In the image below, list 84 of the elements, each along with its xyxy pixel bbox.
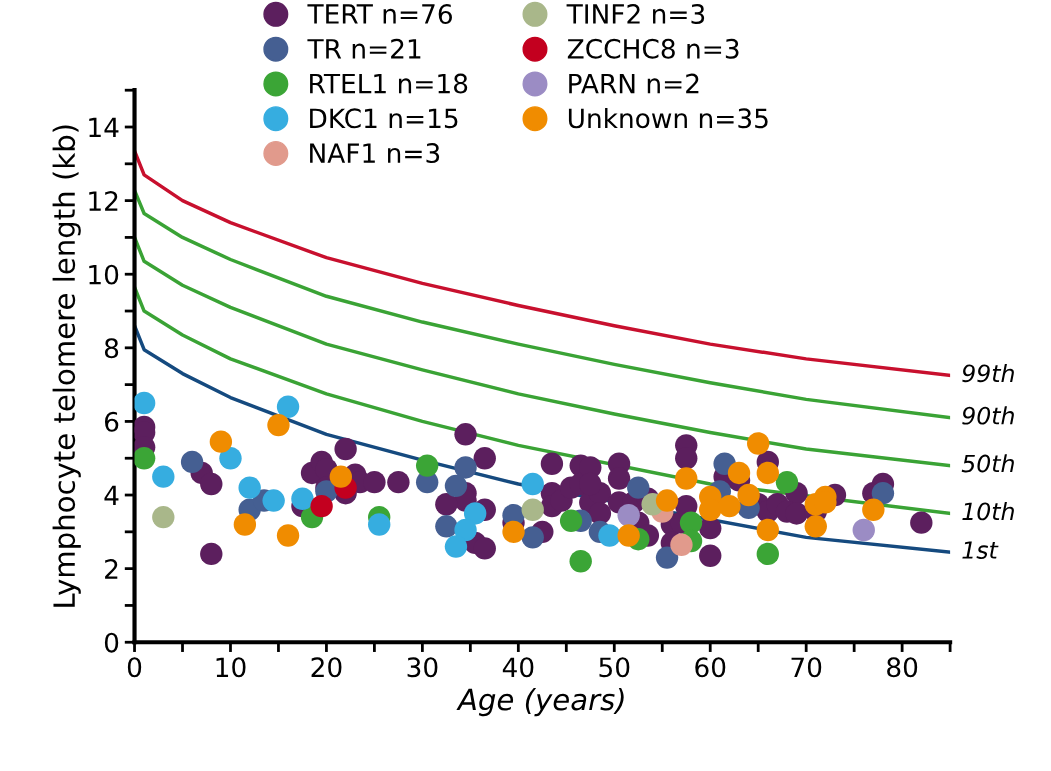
- y-tick-label: 12: [89, 191, 118, 211]
- x-axis-title: Age (years): [456, 687, 624, 717]
- point: [598, 524, 621, 547]
- x-tick-label: 40: [502, 657, 534, 678]
- point: [655, 546, 679, 569]
- legend-label: DKC1 n=15: [310, 108, 458, 129]
- y-tick-label: 14: [89, 117, 119, 138]
- point: [747, 432, 770, 455]
- point: [718, 494, 741, 518]
- legend-label: Unknown n=35: [568, 107, 768, 129]
- point: [454, 456, 477, 479]
- series-label: 90th: [962, 406, 1014, 425]
- y-tick-label: 10: [89, 264, 119, 285]
- point: [775, 470, 799, 494]
- series-label: 10th: [962, 502, 1014, 521]
- point: [804, 515, 827, 538]
- point: [209, 430, 233, 453]
- point: [737, 483, 760, 507]
- point: [521, 526, 544, 549]
- point: [679, 511, 703, 534]
- point: [329, 465, 353, 488]
- y-tick-label: 2: [105, 559, 118, 579]
- legend-label: RTEL1 n=18: [310, 73, 468, 94]
- y-axis-title: Lymphocyte telomere length (kb): [52, 125, 81, 607]
- point: [152, 505, 175, 529]
- x-tick-label: 60: [695, 657, 726, 678]
- point: [134, 447, 156, 470]
- y-tick-label: 6: [105, 411, 119, 432]
- point: [267, 413, 290, 437]
- point: [233, 513, 257, 536]
- point: [617, 524, 640, 547]
- point: [444, 474, 468, 498]
- x-tick-label: 20: [311, 657, 342, 678]
- point: [756, 461, 779, 485]
- point: [627, 476, 650, 499]
- point: [655, 489, 679, 512]
- point: [262, 489, 285, 512]
- point: [521, 472, 544, 496]
- point: [569, 550, 592, 573]
- point: [310, 494, 333, 518]
- point: [670, 533, 693, 556]
- point: [559, 509, 583, 532]
- x-tick-label: 80: [887, 657, 918, 678]
- point: [444, 535, 468, 558]
- point: [368, 513, 391, 536]
- legend-label: PARN n=2: [569, 73, 699, 94]
- x-tick-label: 30: [407, 657, 438, 678]
- point: [415, 454, 439, 477]
- series-label: 50th: [961, 454, 1014, 473]
- point: [871, 482, 895, 505]
- x-tick-label: 70: [791, 657, 822, 678]
- legend-label: TINF2 n=3: [566, 4, 705, 24]
- point: [852, 518, 875, 542]
- legend-label: ZCCHC8 n=3: [567, 38, 739, 59]
- legend-label: TR n=21: [307, 38, 421, 59]
- y-tick-label: 4: [104, 485, 119, 506]
- x-tick-label: 50: [599, 657, 630, 678]
- y-tick-label: 0: [104, 632, 119, 653]
- point: [675, 467, 698, 490]
- point: [134, 391, 156, 415]
- point: [435, 515, 458, 538]
- point: [756, 518, 779, 542]
- point: [291, 487, 314, 510]
- point: [454, 518, 477, 542]
- legend-label: NAF1 n=3: [310, 143, 440, 164]
- point: [180, 450, 204, 474]
- point: [152, 465, 175, 488]
- point: [521, 498, 544, 521]
- point: [862, 498, 885, 521]
- y-tick-label: 8: [104, 338, 119, 359]
- series-label: 99th: [962, 364, 1014, 383]
- series-label: 1st: [962, 541, 999, 559]
- point: [276, 524, 300, 547]
- point: [617, 504, 640, 527]
- legend-label: TERT n=76: [307, 4, 452, 24]
- point: [463, 502, 487, 525]
- point: [756, 542, 779, 566]
- x-tick-label: 0: [127, 657, 142, 678]
- point: [502, 520, 525, 544]
- point: [238, 476, 261, 499]
- point: [219, 447, 242, 470]
- x-tick-label: 10: [216, 657, 246, 678]
- point: [276, 395, 300, 418]
- point: [727, 461, 751, 485]
